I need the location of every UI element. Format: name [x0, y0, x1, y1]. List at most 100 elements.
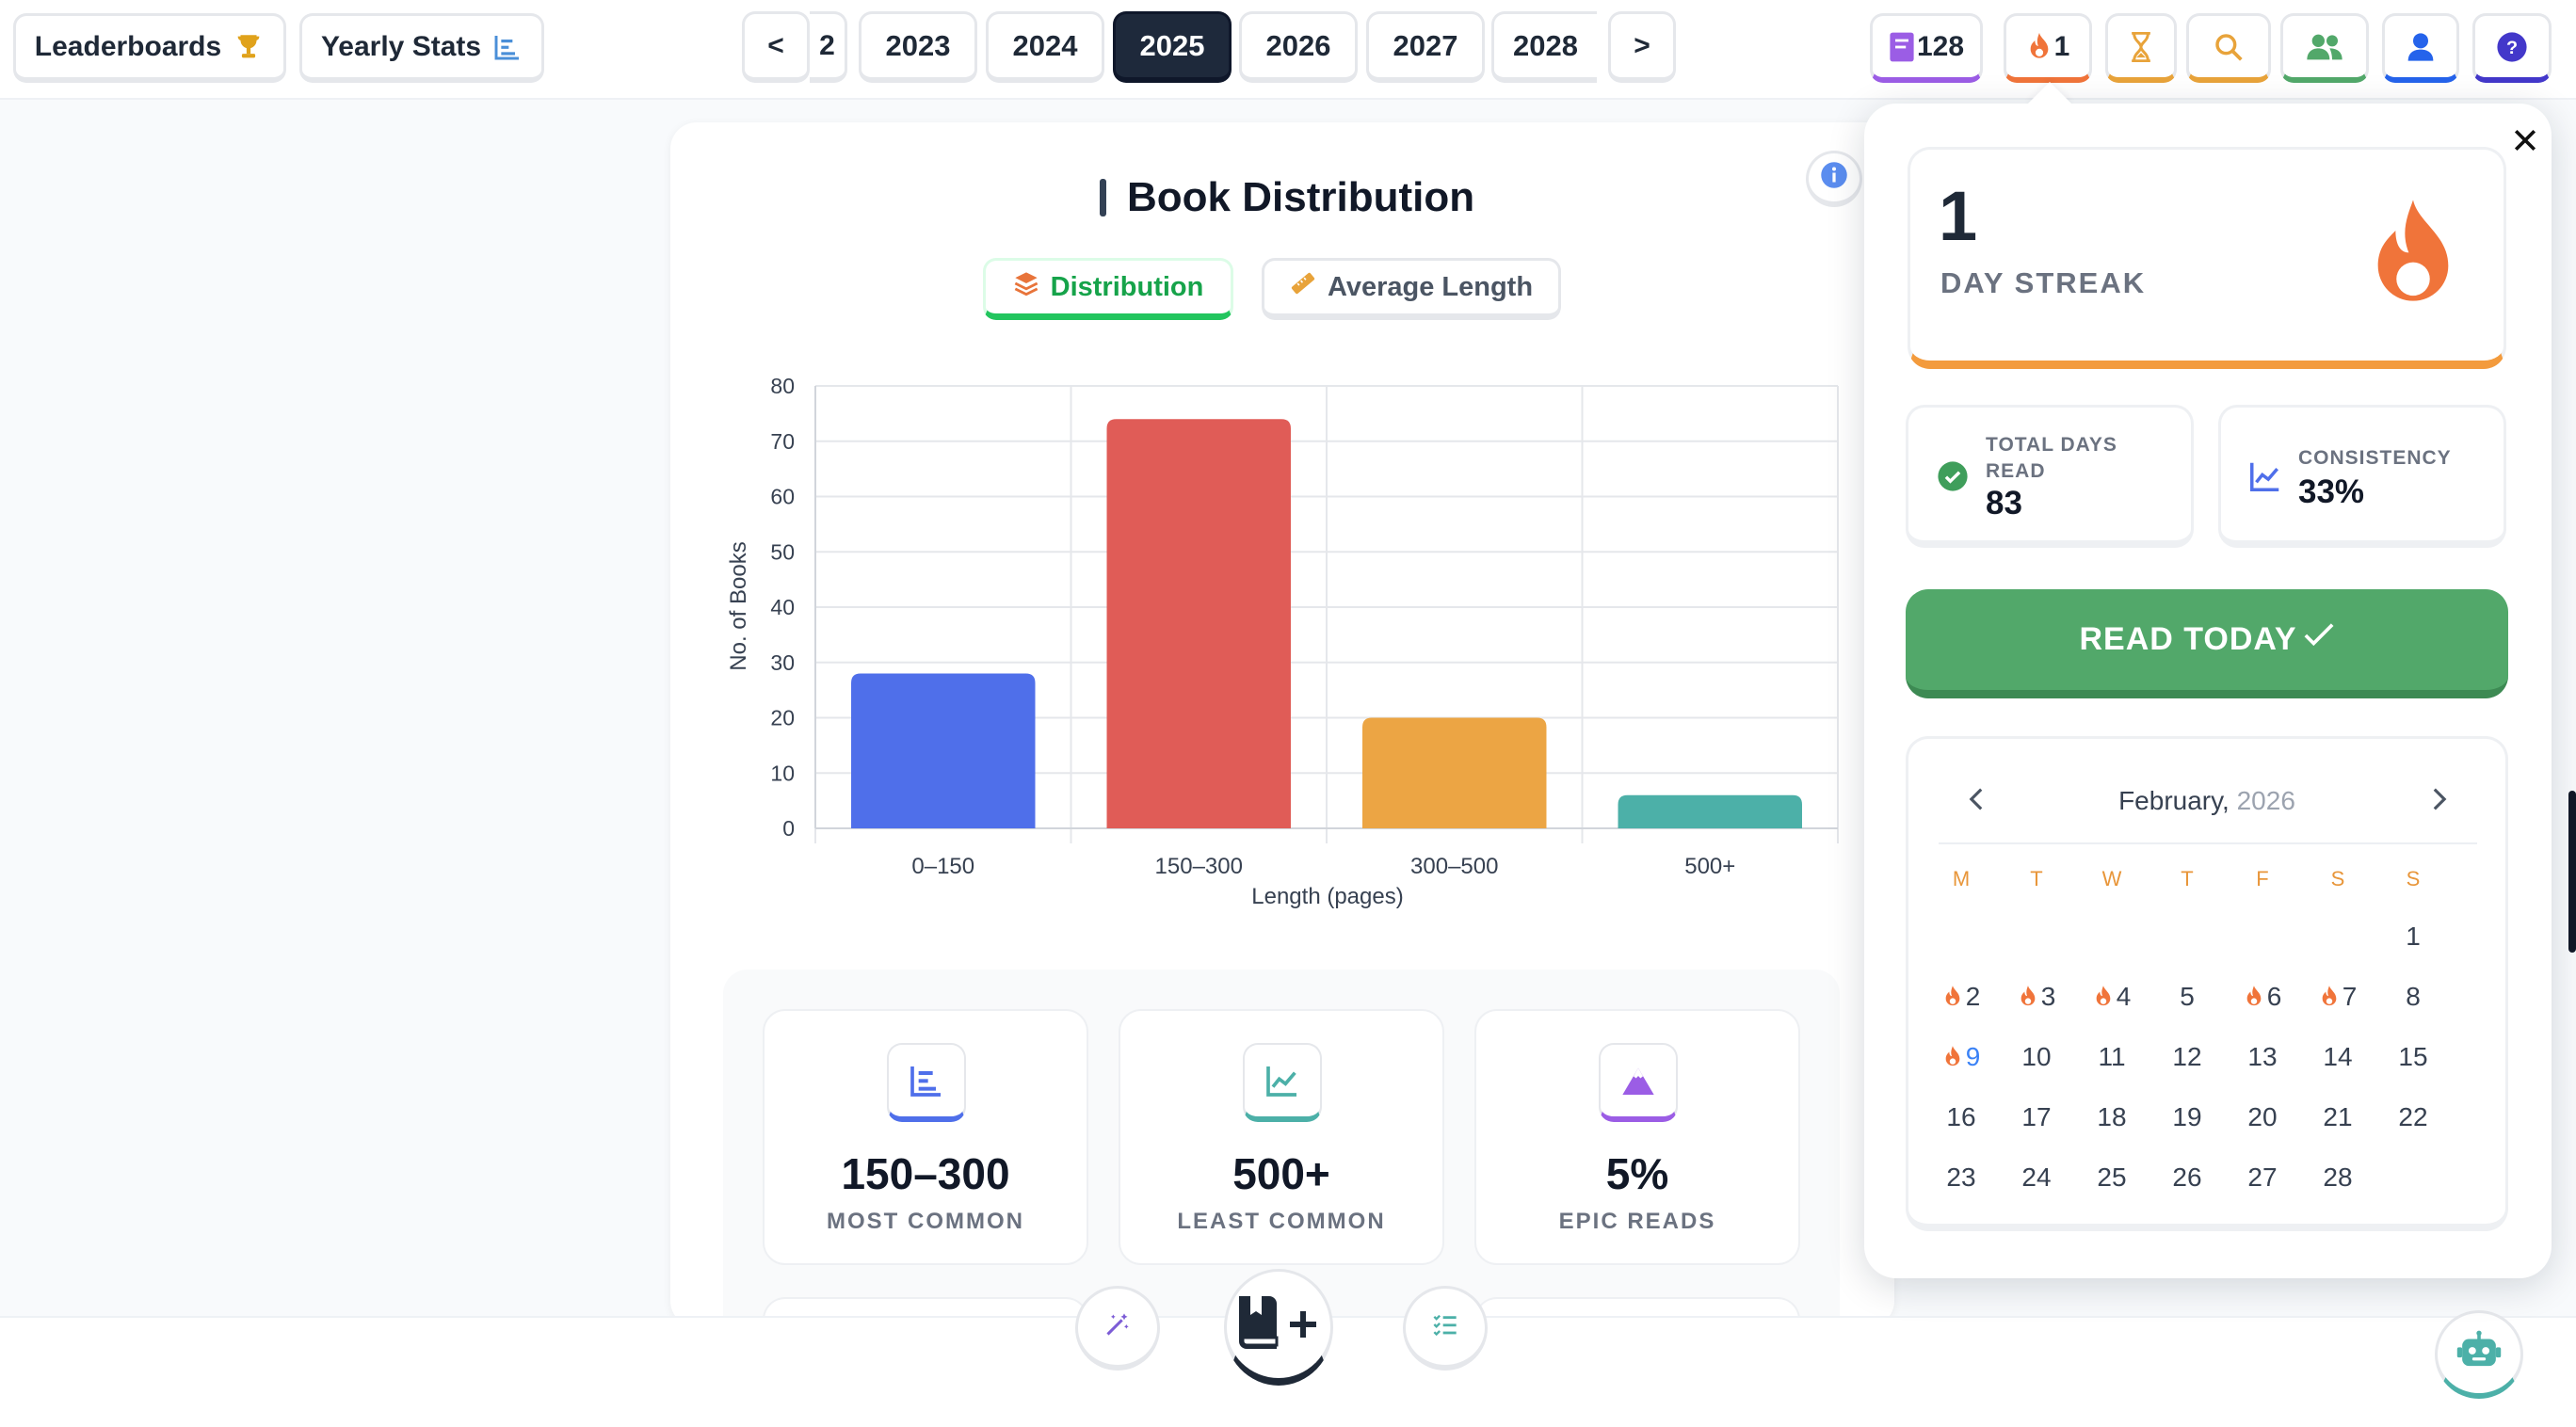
consistency-card: CONSISTENCY 33% [2218, 405, 2506, 548]
friends-button[interactable] [2280, 13, 2369, 83]
next-month-button[interactable] [2421, 780, 2458, 818]
y-tick-label: 20 [770, 706, 795, 730]
calendar-day-number: 25 [2097, 1162, 2127, 1192]
y-tick-label: 10 [770, 761, 795, 785]
bar-300–500[interactable] [1362, 717, 1547, 829]
calendar-day[interactable]: 3 [1999, 978, 2074, 1016]
year-2024-button[interactable]: 2024 [986, 11, 1104, 83]
calendar-day[interactable]: 18 [2074, 1098, 2149, 1136]
weekday-label: W [2101, 867, 2122, 890]
search-button[interactable] [2186, 13, 2271, 83]
user-icon [2407, 32, 2435, 62]
info-button[interactable] [1806, 151, 1862, 207]
calendar-day[interactable]: 28 [2300, 1159, 2375, 1196]
calendar-day-number: 27 [2247, 1162, 2278, 1192]
bar-150–300[interactable] [1106, 419, 1291, 828]
calendar-day-number: 26 [2172, 1162, 2202, 1192]
calendar-day[interactable]: 7 [2300, 978, 2375, 1016]
magic-button[interactable] [1075, 1286, 1160, 1371]
calendar-day[interactable]: 25 [2074, 1159, 2149, 1196]
year-2022-partial[interactable]: 2 [810, 11, 847, 83]
year-2026-button[interactable]: 2026 [1239, 11, 1358, 83]
profile-button[interactable] [2382, 13, 2459, 83]
close-popover-button[interactable] [2503, 117, 2548, 162]
chevron-right-icon [2433, 788, 2447, 810]
prev-month-button[interactable] [1957, 780, 1995, 818]
calendar-day[interactable]: 23 [1924, 1159, 1999, 1196]
calendar-day[interactable]: 13 [2225, 1038, 2300, 1076]
y-axis-ticks: 0 10 20 30 40 50 60 70 80 [770, 374, 795, 841]
bar-chart-icon [492, 32, 523, 62]
calendar-day[interactable]: 19 [2149, 1098, 2225, 1136]
assistant-bot-button[interactable] [2435, 1310, 2523, 1399]
streak-button[interactable]: 1 [2004, 13, 2092, 83]
year-2028-button[interactable]: 2028 [1491, 11, 1597, 83]
calendar-day[interactable]: 10 [1999, 1038, 2074, 1076]
year-label: 2024 [1012, 28, 1078, 62]
help-button[interactable]: ? [2472, 13, 2552, 83]
calendar-day[interactable]: 11 [2074, 1038, 2149, 1076]
yearly-stats-button[interactable]: Yearly Stats [299, 13, 544, 83]
calendar-day-number: 12 [2172, 1042, 2202, 1071]
tab-distribution[interactable]: Distribution [983, 258, 1233, 320]
calendar-day[interactable]: 22 [2375, 1098, 2451, 1136]
flame-icon [2246, 986, 2262, 1006]
calendar-day[interactable]: 2 [1924, 978, 1999, 1016]
y-axis-label: No. of Books [726, 541, 751, 670]
bar-0–150[interactable] [851, 673, 1036, 829]
calendar-day[interactable]: 20 [2225, 1098, 2300, 1136]
stat-most-common: 150–300 MOST COMMON [763, 1009, 1088, 1265]
x-tick-label: 150–300 [1155, 854, 1243, 879]
weekday-label: T [2181, 867, 2194, 890]
calendar-day[interactable]: 12 [2149, 1038, 2225, 1076]
tab-average-length[interactable]: Average Length [1262, 258, 1561, 320]
calendar-day[interactable]: 8 [2375, 978, 2451, 1016]
year-2025-button[interactable]: 2025 [1113, 11, 1232, 83]
calendar-day-number: 15 [2398, 1042, 2428, 1071]
calendar-day[interactable]: 15 [2375, 1038, 2451, 1076]
y-tick-label: 30 [770, 650, 795, 675]
close-icon [2514, 129, 2536, 152]
tab-distribution-label: Distribution [1050, 271, 1204, 302]
calendar-day-number: 19 [2172, 1102, 2202, 1131]
calendar-day[interactable]: 6 [2225, 978, 2300, 1016]
calendar-day[interactable]: 5 [2149, 978, 2225, 1016]
checklist-button[interactable] [1403, 1286, 1488, 1371]
prev-years-button[interactable]: < [742, 11, 810, 83]
read-today-button[interactable]: READ TODAY [1906, 589, 2508, 698]
add-book-button[interactable] [1224, 1269, 1333, 1386]
calendar-day-number: 8 [2406, 982, 2421, 1011]
calendar-day[interactable]: 16 [1924, 1098, 1999, 1136]
calendar-day[interactable]: 21 [2300, 1098, 2375, 1136]
year-2023-button[interactable]: 2023 [859, 11, 977, 83]
calendar-day-number: 22 [2398, 1102, 2428, 1131]
timer-button[interactable] [2105, 13, 2177, 83]
calendar-day[interactable]: 17 [1999, 1098, 2074, 1136]
calendar-day[interactable]: 4 [2074, 978, 2149, 1016]
calendar-day[interactable]: 14 [2300, 1038, 2375, 1076]
chart-title-text: Book Distribution [1127, 174, 1475, 220]
stat-least-common: 500+ LEAST COMMON [1119, 1009, 1444, 1265]
layers-icon [1013, 270, 1039, 304]
consistency-value: 33% [2298, 473, 2365, 510]
calendar-month-title: February, 2026 [1908, 786, 2505, 816]
books-count-button[interactable]: 128 [1870, 13, 1983, 83]
streak-count: 1 [2053, 30, 2070, 62]
total-days-read-value: 83 [1986, 485, 2022, 521]
calendar-day[interactable]: 26 [2149, 1159, 2225, 1196]
stat-value: 5% [1605, 1149, 1669, 1198]
page-scrollbar[interactable] [2568, 791, 2576, 953]
calendar-day-number: 3 [2040, 982, 2056, 1011]
calendar-day[interactable]: 1 [2375, 918, 2451, 955]
calendar-day[interactable]: 24 [1999, 1159, 2074, 1196]
info-icon [1820, 161, 1848, 194]
calendar-month: February, [2118, 786, 2230, 815]
calendar-day[interactable]: 9 [1924, 1038, 1999, 1076]
chart-bars [851, 419, 1802, 828]
next-years-button[interactable]: > [1608, 11, 1676, 83]
calendar-day[interactable]: 27 [2225, 1159, 2300, 1196]
leaderboards-button[interactable]: Leaderboards [13, 13, 286, 83]
bar-500+[interactable] [1618, 794, 1802, 828]
x-axis-label: Length (pages) [1251, 884, 1403, 909]
year-2027-button[interactable]: 2027 [1366, 11, 1485, 83]
